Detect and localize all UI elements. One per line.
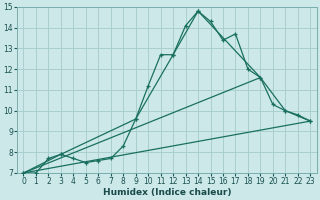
X-axis label: Humidex (Indice chaleur): Humidex (Indice chaleur) bbox=[103, 188, 231, 197]
